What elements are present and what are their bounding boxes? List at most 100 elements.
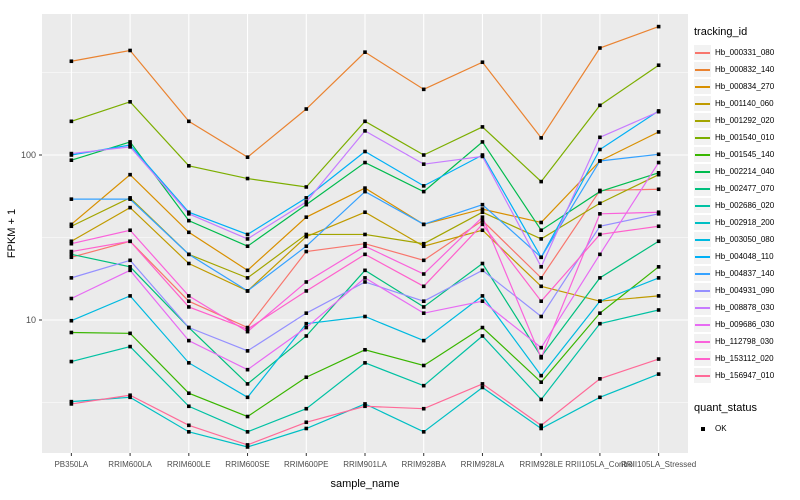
data-point-marker (656, 276, 661, 280)
legend-key-swatch (694, 113, 711, 128)
data-point-marker (187, 261, 191, 266)
legend-label: Hb_000331_080 (715, 48, 775, 57)
legend-item-Hb_156947_010[interactable]: Hb_156947_010 (694, 367, 798, 384)
legend-item-Hb_003050_080[interactable]: Hb_003050_080 (694, 231, 798, 248)
data-point-marker (539, 265, 543, 269)
x-tick-label: RRIM901LA (343, 460, 387, 469)
data-point-marker (421, 189, 426, 194)
data-point-marker (363, 244, 367, 249)
x-tick-label: RRIM600LA (108, 460, 152, 469)
legend-title-tracking-id: tracking_id (694, 26, 748, 38)
legend-label: Hb_004931_090 (715, 286, 775, 295)
legend-item-Hb_009686_030[interactable]: Hb_009686_030 (694, 316, 798, 333)
data-point-marker (363, 50, 367, 54)
data-point-marker (304, 334, 309, 338)
data-point-marker (187, 404, 191, 409)
data-point-marker (69, 276, 74, 280)
x-tick-label: RRIM928LA (461, 460, 505, 469)
data-point-marker (598, 276, 602, 280)
legend-key-swatch (694, 368, 711, 383)
legend-item-Hb_001540_010[interactable]: Hb_001540_010 (694, 129, 798, 146)
data-point-marker (656, 294, 661, 298)
data-point-marker (363, 241, 367, 246)
legend-label: Hb_112798_030 (715, 337, 774, 346)
legend-item-Hb_001140_060[interactable]: Hb_001140_060 (694, 95, 798, 112)
data-point-marker (128, 145, 132, 149)
legend-key-swatch (694, 198, 711, 213)
data-point-marker (480, 202, 485, 207)
data-point-marker (187, 391, 191, 396)
data-point-marker (480, 385, 485, 390)
data-point-marker (245, 237, 250, 241)
data-point-marker (480, 154, 485, 159)
data-point-marker (480, 261, 485, 266)
legend-item-Hb_004048_110[interactable]: Hb_004048_110 (694, 248, 798, 265)
data-point-marker (363, 252, 367, 257)
data-point-marker (539, 299, 543, 303)
data-point-marker (304, 406, 309, 411)
legend-key-swatch (694, 62, 711, 77)
data-point-marker (539, 373, 543, 378)
legend-label: Hb_004837_140 (715, 269, 775, 278)
data-point-marker (539, 356, 543, 360)
data-point-marker (421, 153, 426, 157)
legend-item-Hb_008878_030[interactable]: Hb_008878_030 (694, 299, 798, 316)
legend-item-ok[interactable]: OK (694, 420, 798, 437)
data-point-marker (128, 331, 132, 336)
data-point-marker (245, 244, 250, 249)
legend-item-Hb_000834_270[interactable]: Hb_000834_270 (694, 78, 798, 95)
data-point-marker (598, 377, 602, 381)
data-point-marker (128, 265, 132, 269)
data-point-marker (656, 171, 661, 175)
data-point-marker (363, 314, 367, 319)
data-point-marker (69, 249, 74, 254)
x-tick-label: RRIM600PE (284, 460, 328, 469)
data-point-marker (304, 215, 309, 219)
legend-label: Hb_002214_040 (715, 167, 775, 176)
data-point-marker (245, 327, 250, 331)
legend-item-Hb_000832_140[interactable]: Hb_000832_140 (694, 61, 798, 78)
legend-item-Hb_002686_020[interactable]: Hb_002686_020 (694, 197, 798, 214)
data-point-marker (363, 186, 367, 190)
data-point-marker (304, 234, 309, 239)
data-point-marker (245, 232, 250, 237)
data-point-marker (363, 160, 367, 165)
data-point-marker (304, 280, 309, 284)
data-point-marker (304, 420, 309, 425)
legend-item-Hb_002477_070[interactable]: Hb_002477_070 (694, 180, 798, 197)
legend-item-Hb_004837_140[interactable]: Hb_004837_140 (694, 265, 798, 282)
legend-item-Hb_153112_020[interactable]: Hb_153112_020 (694, 350, 798, 367)
data-point-marker (539, 423, 543, 428)
legend-line-icon (695, 136, 710, 139)
data-point-marker (363, 189, 367, 194)
x-axis-title: sample_name (330, 478, 399, 490)
data-point-marker (304, 311, 309, 315)
legend-line-icon (695, 340, 710, 343)
legend-label: Hb_001140_060 (715, 99, 774, 108)
data-point-marker (187, 430, 191, 434)
data-point-marker (128, 140, 132, 144)
data-point-marker (245, 176, 250, 181)
legend-item-Hb_001545_140[interactable]: Hb_001545_140 (694, 146, 798, 163)
legend-item-Hb_004931_090[interactable]: Hb_004931_090 (694, 282, 798, 299)
data-point-marker (128, 258, 132, 263)
legend-line-icon (695, 255, 710, 258)
legend-item-Hb_002214_040[interactable]: Hb_002214_040 (694, 163, 798, 180)
data-point-marker (363, 119, 367, 124)
data-point-marker (304, 249, 309, 254)
data-point-marker (304, 185, 309, 189)
data-point-marker (128, 197, 132, 201)
legend-item-Hb_002918_200[interactable]: Hb_002918_200 (694, 214, 798, 231)
legend-item-Hb_000331_080[interactable]: Hb_000331_080 (694, 44, 798, 61)
data-point-marker (598, 212, 602, 216)
data-point-marker (598, 311, 602, 315)
data-point-marker (421, 87, 426, 92)
data-point-marker (245, 430, 250, 434)
legend-key-swatch (694, 45, 711, 60)
data-point-marker (245, 367, 250, 372)
data-point-marker (421, 284, 426, 289)
data-point-marker (128, 172, 132, 177)
legend-item-Hb_001292_020[interactable]: Hb_001292_020 (694, 112, 798, 129)
data-point-marker (69, 119, 74, 124)
legend-item-Hb_112798_030[interactable]: Hb_112798_030 (694, 333, 798, 350)
